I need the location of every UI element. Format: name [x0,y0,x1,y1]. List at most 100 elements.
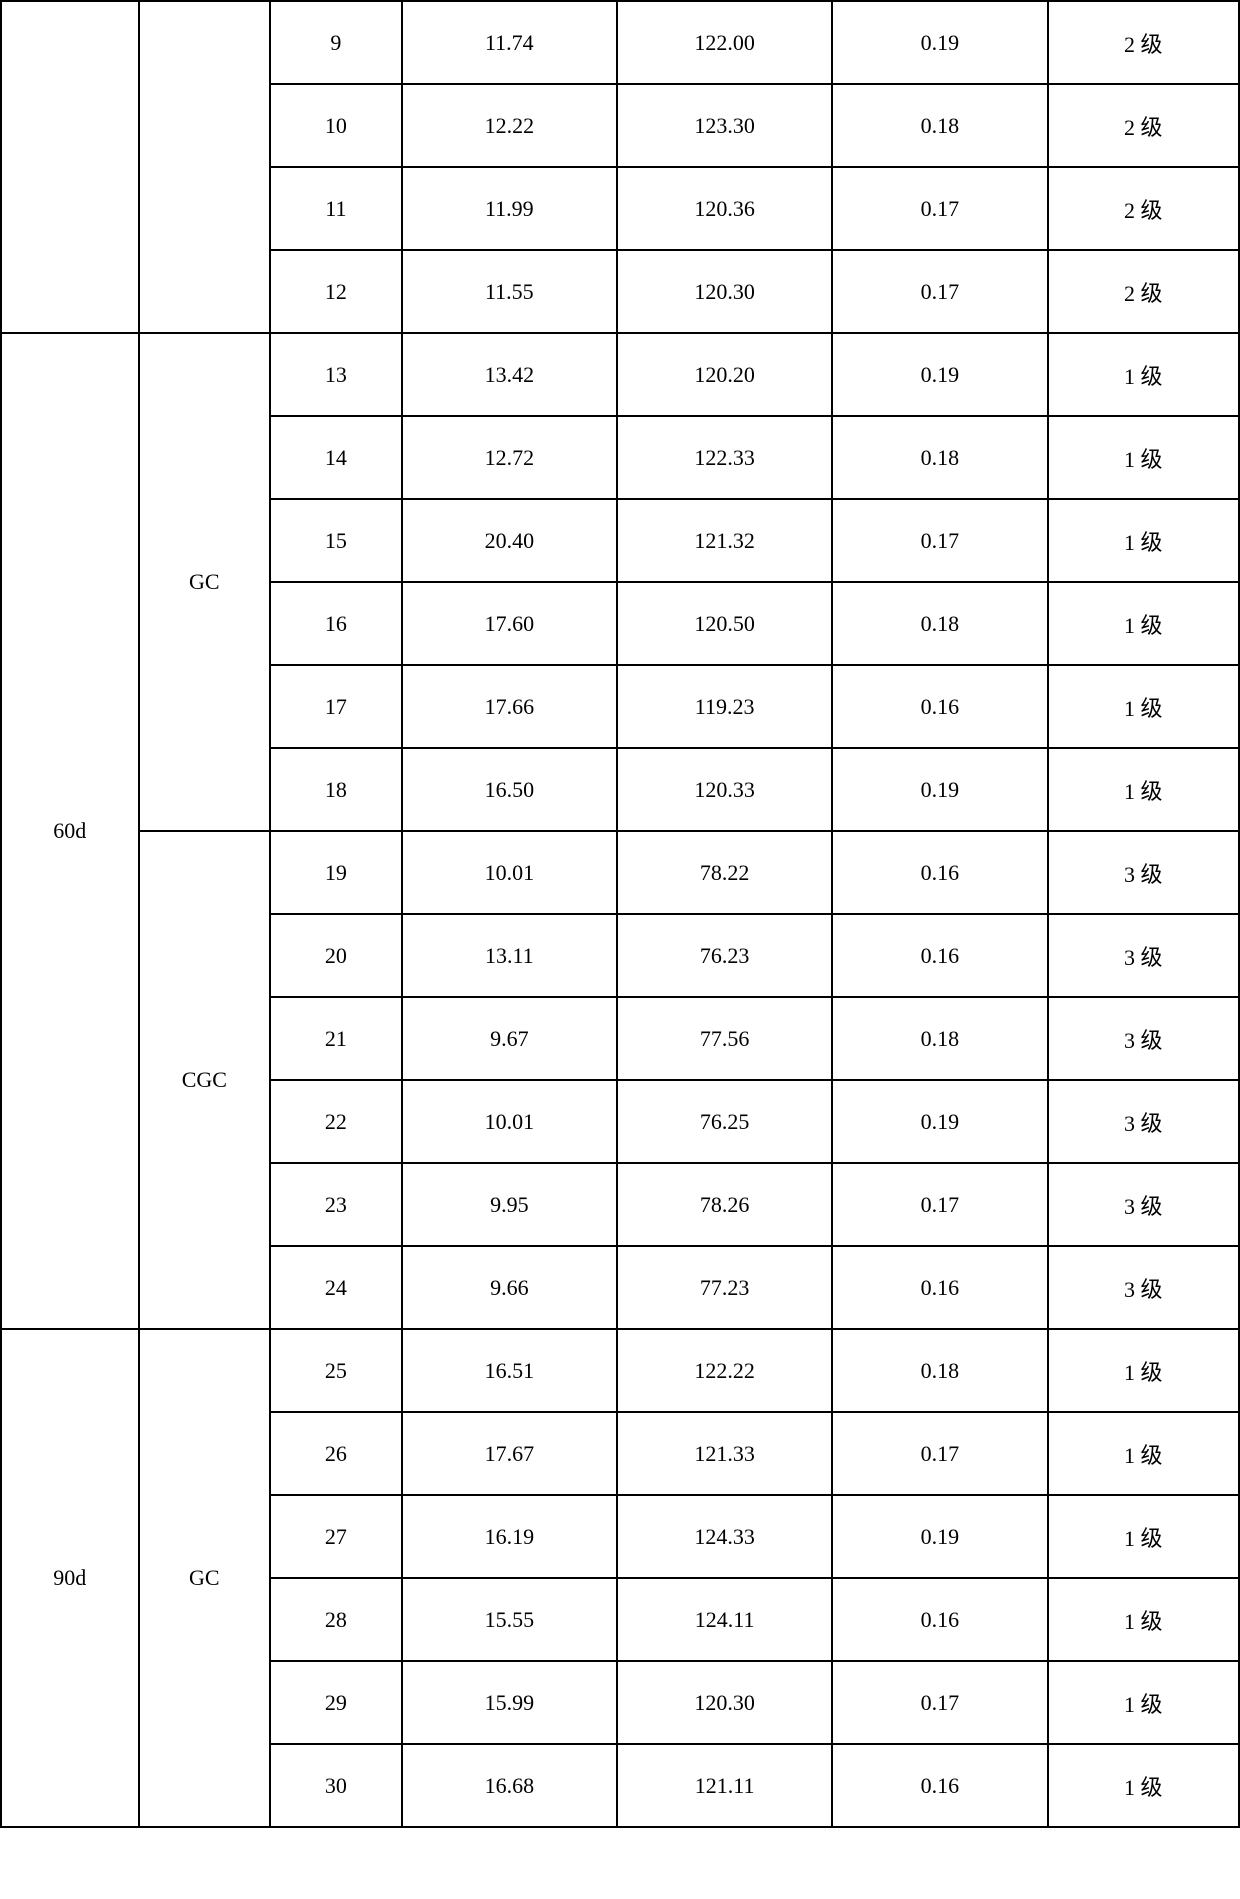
grade-cell: 1 级 [1048,1578,1239,1661]
v2-cell: 119.23 [617,665,832,748]
v3-cell: 0.18 [832,1329,1047,1412]
id-cell: 17 [270,665,402,748]
v3-cell: 0.16 [832,1246,1047,1329]
id-cell: 20 [270,914,402,997]
grade-cell: 3 级 [1048,1246,1239,1329]
v1-cell: 9.66 [402,1246,617,1329]
v2-cell: 121.11 [617,1744,832,1827]
v1-cell: 12.22 [402,84,617,167]
v1-cell: 15.55 [402,1578,617,1661]
grade-cell: 1 级 [1048,1661,1239,1744]
v3-cell: 0.17 [832,1661,1047,1744]
v1-cell: 9.95 [402,1163,617,1246]
v1-cell: 10.01 [402,1080,617,1163]
v2-cell: 122.22 [617,1329,832,1412]
v1-cell: 20.40 [402,499,617,582]
v2-cell: 120.50 [617,582,832,665]
v1-cell: 16.51 [402,1329,617,1412]
v1-cell: 11.99 [402,167,617,250]
grade-cell: 1 级 [1048,665,1239,748]
v2-cell: 78.22 [617,831,832,914]
v3-cell: 0.19 [832,1495,1047,1578]
id-cell: 26 [270,1412,402,1495]
v3-cell: 0.19 [832,1,1047,84]
v3-cell: 0.19 [832,333,1047,416]
grade-cell: 1 级 [1048,1412,1239,1495]
table-row: 60d GC 13 13.42 120.20 0.19 1 级 [1,333,1239,416]
grade-cell: 1 级 [1048,499,1239,582]
id-cell: 15 [270,499,402,582]
v2-cell: 122.33 [617,416,832,499]
id-cell: 25 [270,1329,402,1412]
material-cell: GC [139,333,271,831]
v3-cell: 0.17 [832,499,1047,582]
material-cell: CGC [139,831,271,1329]
v2-cell: 120.30 [617,1661,832,1744]
v2-cell: 120.30 [617,250,832,333]
v2-cell: 77.56 [617,997,832,1080]
data-table: 9 11.74 122.00 0.19 2 级 10 12.22 123.30 … [0,0,1240,1828]
grade-cell: 3 级 [1048,1080,1239,1163]
v2-cell: 120.20 [617,333,832,416]
grade-cell: 3 级 [1048,914,1239,997]
v3-cell: 0.18 [832,84,1047,167]
v3-cell: 0.17 [832,1412,1047,1495]
grade-cell: 1 级 [1048,1329,1239,1412]
id-cell: 16 [270,582,402,665]
id-cell: 21 [270,997,402,1080]
v3-cell: 0.17 [832,167,1047,250]
v3-cell: 0.16 [832,831,1047,914]
v1-cell: 11.55 [402,250,617,333]
v1-cell: 13.11 [402,914,617,997]
grade-cell: 1 级 [1048,582,1239,665]
v2-cell: 121.32 [617,499,832,582]
v2-cell: 77.23 [617,1246,832,1329]
v3-cell: 0.16 [832,665,1047,748]
v2-cell: 123.30 [617,84,832,167]
v2-cell: 78.26 [617,1163,832,1246]
id-cell: 19 [270,831,402,914]
grade-cell: 2 级 [1048,167,1239,250]
v2-cell: 124.33 [617,1495,832,1578]
v1-cell: 12.72 [402,416,617,499]
v3-cell: 0.16 [832,1578,1047,1661]
v1-cell: 16.19 [402,1495,617,1578]
table-body: 9 11.74 122.00 0.19 2 级 10 12.22 123.30 … [1,1,1239,1827]
page: 9 11.74 122.00 0.19 2 级 10 12.22 123.30 … [0,0,1240,1828]
id-cell: 10 [270,84,402,167]
v1-cell: 13.42 [402,333,617,416]
v1-cell: 16.68 [402,1744,617,1827]
v2-cell: 124.11 [617,1578,832,1661]
v2-cell: 121.33 [617,1412,832,1495]
id-cell: 30 [270,1744,402,1827]
period-cell [1,1,139,333]
v2-cell: 122.00 [617,1,832,84]
id-cell: 14 [270,416,402,499]
grade-cell: 2 级 [1048,250,1239,333]
id-cell: 9 [270,1,402,84]
grade-cell: 2 级 [1048,1,1239,84]
material-cell [139,1,271,333]
grade-cell: 3 级 [1048,831,1239,914]
id-cell: 23 [270,1163,402,1246]
v3-cell: 0.16 [832,914,1047,997]
v3-cell: 0.16 [832,1744,1047,1827]
id-cell: 22 [270,1080,402,1163]
grade-cell: 1 级 [1048,1495,1239,1578]
table-row: 9 11.74 122.00 0.19 2 级 [1,1,1239,84]
v2-cell: 120.36 [617,167,832,250]
v3-cell: 0.18 [832,582,1047,665]
grade-cell: 2 级 [1048,84,1239,167]
v2-cell: 120.33 [617,748,832,831]
id-cell: 24 [270,1246,402,1329]
id-cell: 27 [270,1495,402,1578]
grade-cell: 1 级 [1048,333,1239,416]
v1-cell: 17.67 [402,1412,617,1495]
v2-cell: 76.25 [617,1080,832,1163]
v1-cell: 10.01 [402,831,617,914]
grade-cell: 1 级 [1048,748,1239,831]
v3-cell: 0.17 [832,1163,1047,1246]
v1-cell: 9.67 [402,997,617,1080]
v3-cell: 0.18 [832,416,1047,499]
v1-cell: 16.50 [402,748,617,831]
